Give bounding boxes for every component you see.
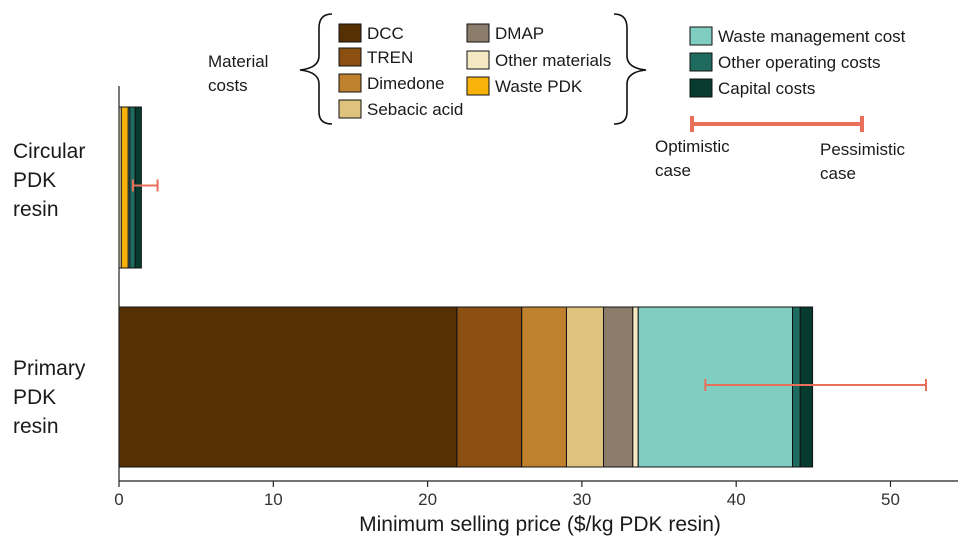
legend-group-label-material-costs: costs xyxy=(208,76,248,95)
x-tick-label-10: 10 xyxy=(264,490,283,509)
x-tick-label-30: 30 xyxy=(572,490,591,509)
bar-primary-pdk-resin-sebacic-acid xyxy=(565,306,605,468)
category-label-primary: Primary PDK resin xyxy=(13,354,85,441)
legend-swatch-other-operating-costs xyxy=(689,52,713,72)
legend-label-waste-pdk: Waste PDK xyxy=(495,77,583,96)
legend-swatch-tren xyxy=(338,47,362,67)
legend-swatch-dcc xyxy=(338,23,362,43)
x-tick-label-20: 20 xyxy=(418,490,437,509)
legend-swatch-dmap xyxy=(466,23,490,43)
error-bars-layer xyxy=(131,179,927,391)
legend-label-capital-costs: Capital costs xyxy=(718,79,815,98)
legend-swatch-waste-management-cost xyxy=(689,26,713,46)
x-axis: 0 10 20 30 40 50 xyxy=(114,86,958,509)
category-label-line: Primary xyxy=(13,357,86,380)
bar-primary-pdk-resin-other-materials xyxy=(632,306,639,468)
legend-error-low-label: Optimistic xyxy=(655,137,730,156)
legend-swatch-waste-pdk xyxy=(466,76,490,96)
legend-swatch-sebacic-acid xyxy=(338,99,362,119)
bar-primary-pdk-resin-capital-costs xyxy=(799,306,814,468)
category-label-line: resin xyxy=(13,415,59,438)
bars-layer xyxy=(118,106,814,468)
bar-primary-pdk-resin-tren xyxy=(456,306,523,468)
category-label-line: resin xyxy=(13,198,59,221)
legend-label-dimedone: Dimedone xyxy=(367,74,445,93)
legend-error-high-label: case xyxy=(820,164,856,183)
legend-swatch-dimedone xyxy=(338,73,362,93)
bar-primary-pdk-resin-waste-management-cost xyxy=(637,306,794,468)
legend-swatch-other-materials xyxy=(466,50,490,70)
legend-error-low-label: case xyxy=(655,161,691,180)
legend-swatch-capital-costs xyxy=(689,78,713,98)
legend-label-tren: TREN xyxy=(367,48,413,67)
category-label-circular: Circular PDK resin xyxy=(13,137,85,224)
legend: DCC TREN Dimedone Sebacic acid DMAP Other mat… xyxy=(208,13,906,183)
legend-left-brace xyxy=(299,13,333,125)
x-tick-label-0: 0 xyxy=(114,490,123,509)
bar-primary-pdk-resin-other-operating-costs xyxy=(792,306,801,468)
x-tick-label-40: 40 xyxy=(727,490,746,509)
bar-circular-pdk-resin-waste-pdk xyxy=(120,106,129,269)
category-label-line: PDK xyxy=(13,169,57,192)
bar-primary-pdk-resin-dcc xyxy=(118,306,458,468)
x-axis-title: Minimum selling price ($/kg PDK resin) xyxy=(359,513,721,536)
legend-label-other-operating-costs: Other operating costs xyxy=(718,53,881,72)
bar-primary-pdk-resin-dmap xyxy=(603,306,634,468)
bar-primary-pdk-resin-dimedone xyxy=(521,306,567,468)
legend-label-dcc: DCC xyxy=(367,24,404,43)
category-label-line: Circular xyxy=(13,140,86,163)
x-tick-label-50: 50 xyxy=(881,490,900,509)
legend-label-waste-management-cost: Waste management cost xyxy=(718,27,906,46)
bar-circular-pdk-resin-capital-costs xyxy=(134,106,142,269)
category-label-line: PDK xyxy=(13,386,57,409)
legend-label-dmap: DMAP xyxy=(495,24,544,43)
legend-label-sebacic-acid: Sebacic acid xyxy=(367,100,463,119)
legend-error-high-label: Pessimistic xyxy=(820,140,906,159)
legend-group-label-material-costs: Material xyxy=(208,52,268,71)
legend-label-other-materials: Other materials xyxy=(495,51,611,70)
legend-right-brace xyxy=(613,13,647,125)
